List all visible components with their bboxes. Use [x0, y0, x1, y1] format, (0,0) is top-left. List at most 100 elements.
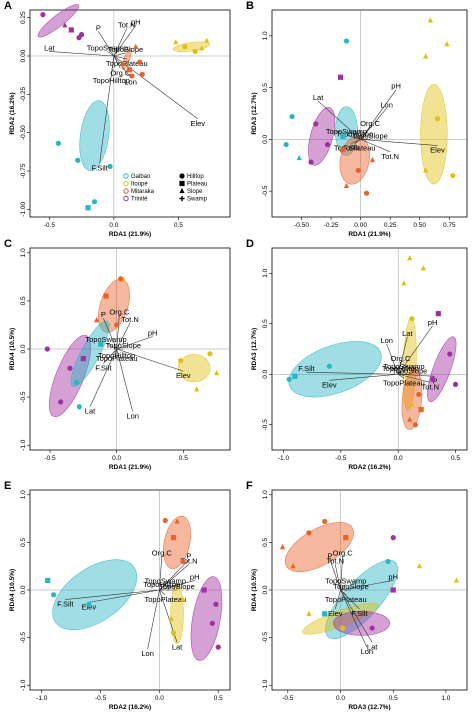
vector-arrow — [360, 126, 371, 140]
sample-point — [114, 322, 120, 328]
sample-point — [180, 558, 186, 565]
sample-point — [296, 154, 302, 161]
vector-arrow — [340, 589, 373, 643]
vector-arrow — [334, 589, 341, 610]
sample-point — [207, 351, 213, 357]
x-tick-label: 0.75 — [443, 222, 456, 229]
plot-frame — [271, 247, 468, 451]
vector-label: pH — [391, 82, 401, 91]
sample-point — [80, 356, 86, 362]
sample-point — [137, 59, 143, 65]
y-tick-label: 0.25 — [20, 11, 27, 24]
sample-point — [292, 373, 298, 379]
vector-arrow — [159, 587, 162, 591]
x-axis-label: RDA3 (12.7%) — [348, 704, 390, 711]
sample-point — [178, 357, 184, 364]
vector-arrow — [105, 342, 117, 350]
sample-point — [444, 41, 450, 47]
vector-arrow — [116, 348, 133, 412]
y-tick-label: 0.0 — [262, 369, 269, 378]
vector-label: Tot.N — [180, 556, 198, 565]
y-axis-label: RDA4 (10.5%) — [9, 569, 16, 611]
sample-point — [173, 39, 179, 45]
x-tick-label: -0.5 — [282, 695, 294, 702]
vector-arrow — [329, 373, 399, 381]
y-tick-label: 0.00 — [20, 49, 27, 62]
sample-point — [68, 27, 74, 33]
panel-label: A — [4, 0, 12, 12]
sample-point — [434, 116, 441, 122]
y-tick-label: -0.75 — [20, 163, 27, 178]
x-tick-label: 0.0 — [109, 222, 118, 229]
vector-label: P — [96, 23, 101, 32]
sample-point — [213, 601, 219, 607]
sample-point — [290, 563, 296, 569]
sample-point — [214, 369, 220, 376]
sample-point — [170, 535, 177, 541]
vector-label: TopoSlope — [159, 582, 194, 591]
legend-topo-label: Hilltop — [187, 174, 204, 180]
vector-label: P — [101, 310, 106, 319]
sample-point — [182, 44, 188, 50]
y-tick-label: 1.0 — [20, 248, 27, 257]
sample-point — [453, 577, 460, 583]
x-tick-label: 0.0 — [336, 695, 345, 702]
vector-arrow — [334, 564, 341, 591]
vector-arrow — [116, 322, 131, 350]
confidence-ellipse-galbao — [52, 559, 138, 631]
vector-label: pH — [388, 572, 398, 581]
panel-C: -0.5 0.0 0.5 -1.0 -0.5 0.0 0.5 1.0 RDA1 (21.9%) R… — [4, 238, 231, 471]
legend-site-marker — [123, 180, 129, 187]
vector-label: TopoSwamp — [85, 335, 126, 344]
confidence-ellipse-galbao — [288, 341, 382, 398]
confidence-ellipse-itoupe — [170, 583, 184, 644]
confidence-ellipse-mitaraka — [339, 135, 370, 185]
vector-label: TopoSlope — [108, 45, 143, 54]
sample-point — [343, 38, 350, 44]
x-tick-label: 0.5 — [214, 695, 223, 702]
x-axis-label: RDA2 (16.2%) — [109, 704, 151, 711]
sample-point — [192, 48, 198, 55]
panel-label: C — [4, 238, 12, 250]
vector-label: Lat — [172, 642, 183, 651]
vector-arrow — [159, 556, 163, 591]
x-tick-label: -0.5 — [44, 455, 56, 462]
vector-label: TopoHilltop — [336, 129, 373, 138]
vector-label: Elev — [322, 380, 337, 389]
sample-point — [390, 535, 396, 541]
sample-point — [98, 341, 104, 347]
y-axis-label: RDA4 (10.5%) — [9, 328, 16, 370]
x-tick-label: 0.5 — [451, 455, 460, 462]
sample-point — [120, 60, 126, 66]
vector-arrow — [340, 556, 343, 591]
vector-label: Tot.N — [118, 20, 136, 29]
y-tick-label: 1.0 — [20, 490, 27, 499]
sample-point — [74, 380, 80, 386]
x-axis-label: RDA2 (16.2%) — [348, 464, 390, 471]
sample-point — [306, 610, 312, 616]
sample-point — [215, 644, 221, 650]
vector-arrow — [89, 348, 117, 407]
vector-label: Org.C — [333, 549, 354, 558]
sample-point — [139, 71, 145, 77]
confidence-ellipse-itoupe — [172, 41, 210, 53]
vector-arrow — [113, 28, 128, 57]
vector-arrow — [107, 51, 115, 57]
sample-point — [286, 376, 292, 382]
vector-label: Lon — [141, 649, 154, 658]
vector-arrow — [397, 336, 408, 375]
x-tick-label: -0.50 — [294, 222, 309, 229]
legend-topo-label: Plateau — [187, 182, 207, 188]
vector-arrow — [329, 559, 341, 591]
sample-point — [363, 190, 370, 196]
sample-point — [412, 422, 418, 428]
vector-label: TopoPlateau — [144, 595, 186, 604]
sample-point — [401, 280, 407, 286]
sample-point — [418, 407, 424, 413]
vector-arrow — [306, 371, 399, 375]
x-tick-label: 0.00 — [354, 222, 367, 229]
vector-arrow — [113, 52, 126, 57]
vector-arrow — [49, 51, 114, 57]
legend-topo-marker — [179, 173, 185, 179]
vector-label: TopoSwamp — [145, 576, 186, 585]
